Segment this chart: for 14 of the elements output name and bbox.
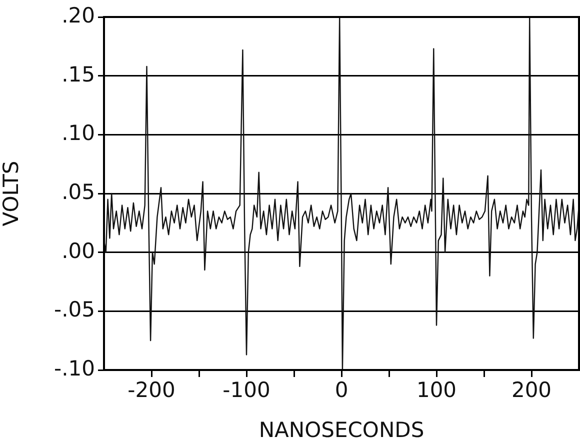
y-axis-title: VOLTS [0, 160, 24, 226]
y-tick-label: .05 [62, 180, 95, 204]
x-tick-label: 0 [334, 378, 348, 402]
y-tick-label: .15 [62, 62, 95, 86]
y-tick-label: -.10 [54, 356, 95, 380]
x-tick-label: -100 [222, 378, 270, 402]
y-tick-label: .20 [62, 3, 95, 28]
y-tick-label: .10 [62, 121, 95, 146]
x-tick-label: 200 [511, 378, 552, 402]
x-axis-title: NANOSECONDS [258, 418, 424, 442]
y-tick-label: -.05 [54, 298, 95, 322]
x-tick-label: 100 [416, 378, 457, 402]
x-tick-label: -200 [128, 378, 176, 402]
y-tick-label: .00 [62, 238, 95, 263]
